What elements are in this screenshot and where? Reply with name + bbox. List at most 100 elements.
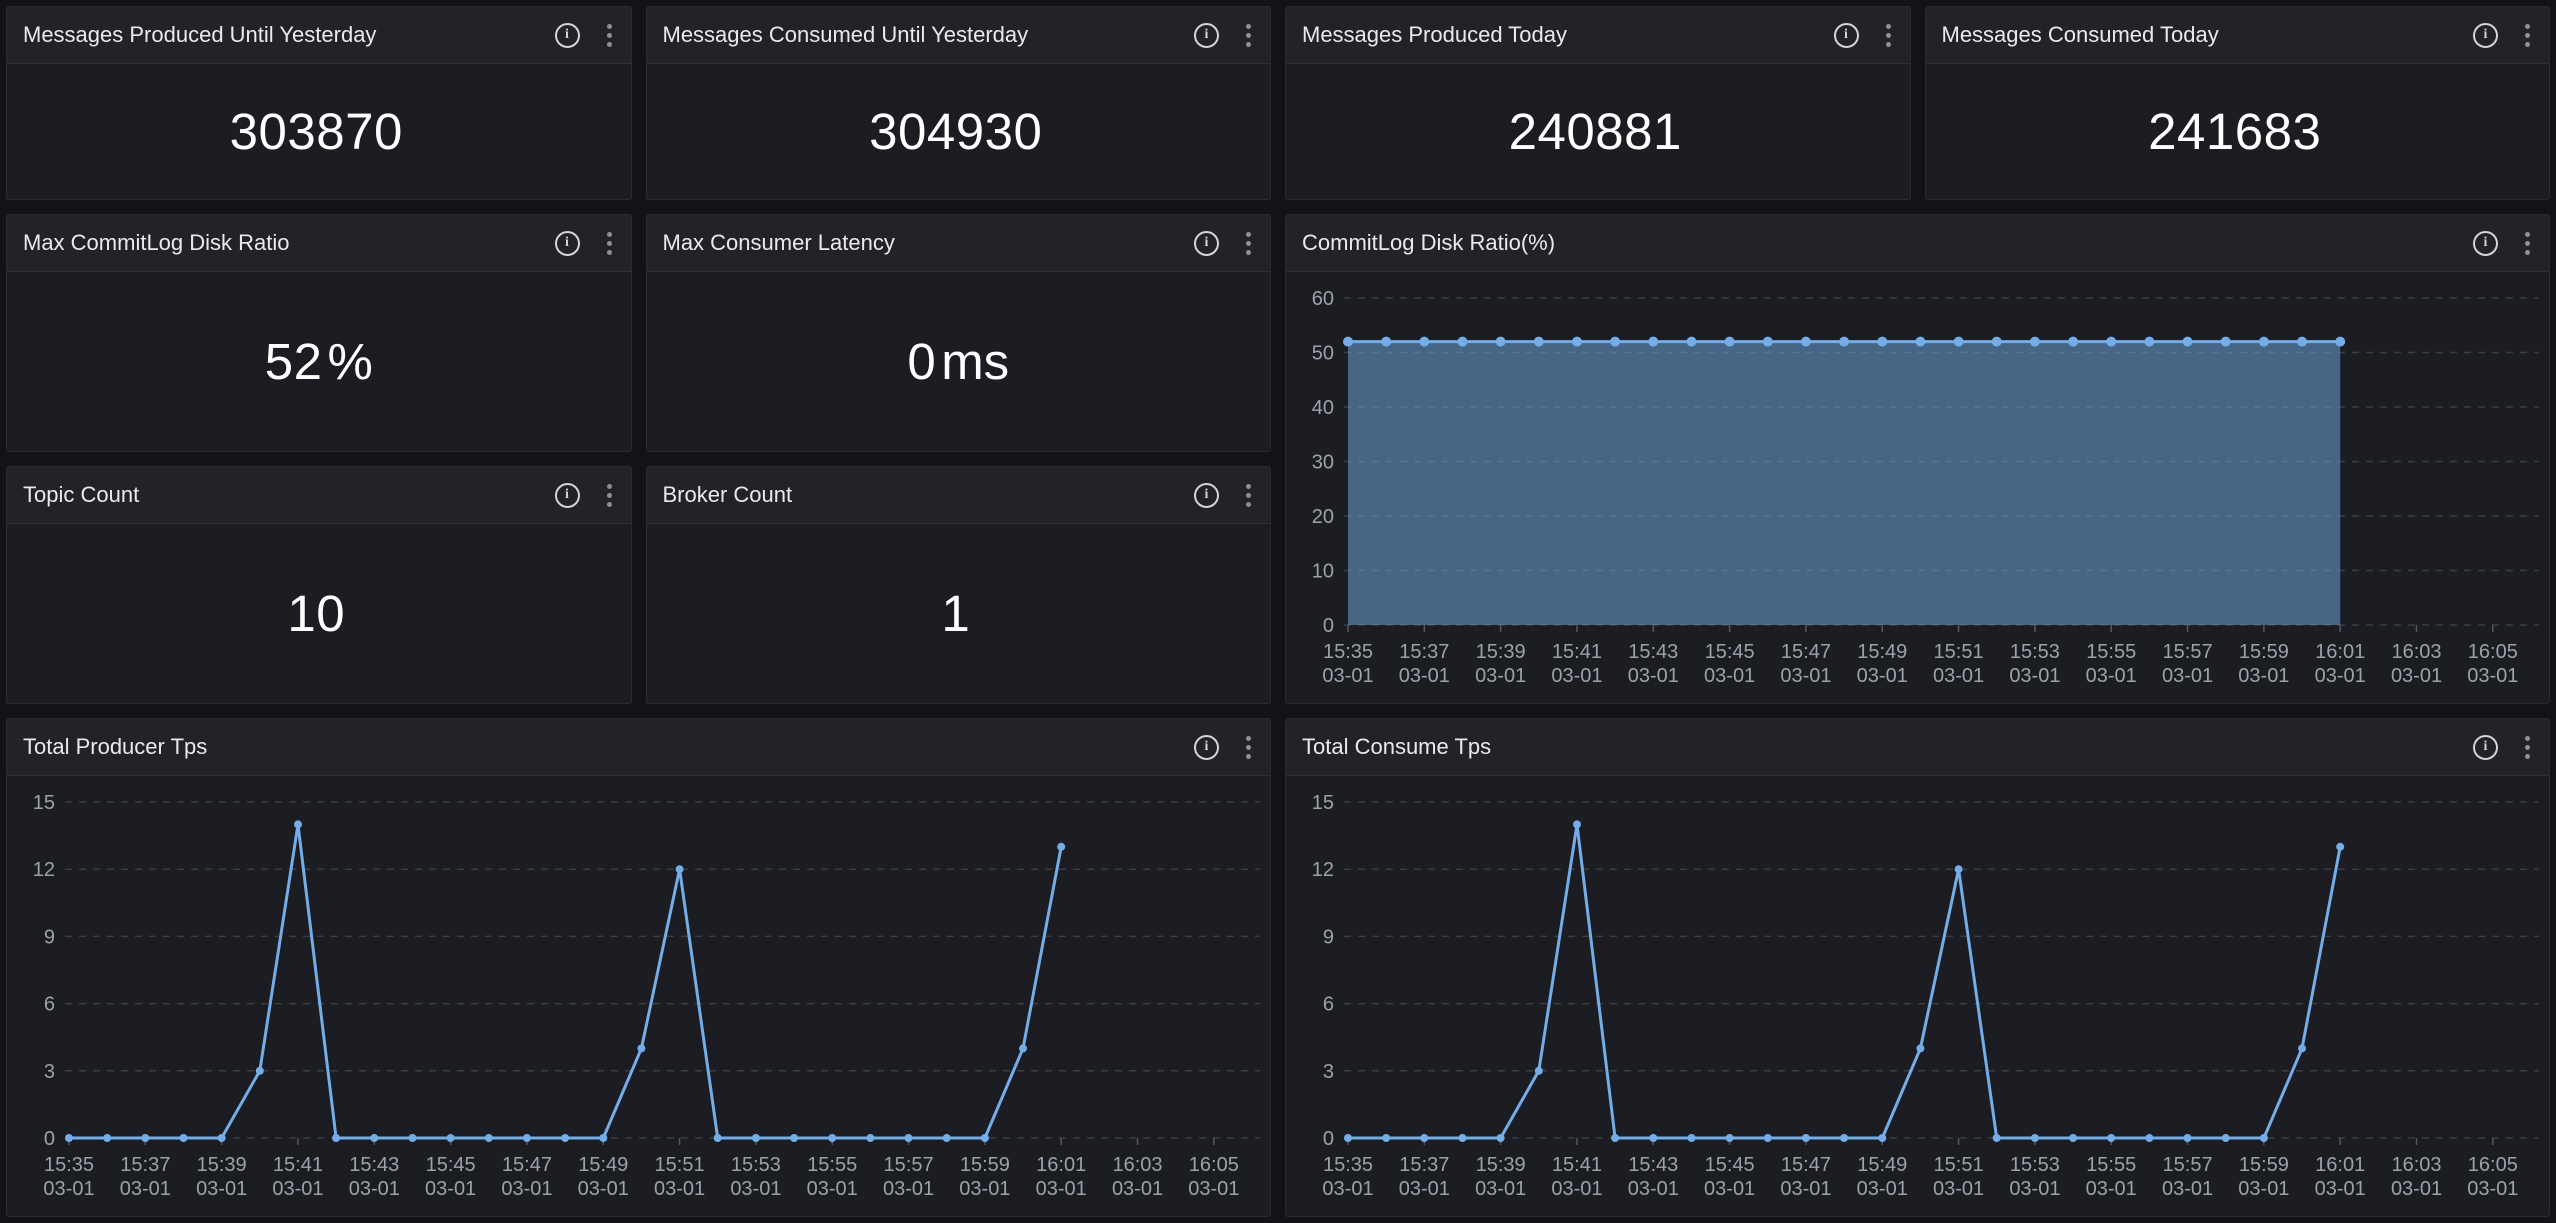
kebab-menu-icon[interactable] bbox=[1886, 33, 1891, 38]
x-axis-date-label: 03-01 bbox=[1322, 1178, 1373, 1200]
kebab-menu-icon[interactable] bbox=[1246, 33, 1251, 38]
info-icon[interactable] bbox=[2473, 735, 2498, 760]
data-point-marker bbox=[1763, 337, 1773, 347]
info-icon[interactable] bbox=[1194, 231, 1219, 256]
panel-title: Broker Count bbox=[663, 482, 1195, 508]
kebab-menu-icon[interactable] bbox=[1246, 241, 1251, 246]
data-point-marker bbox=[1344, 1134, 1352, 1142]
data-point-marker bbox=[2183, 337, 2193, 347]
kebab-menu-icon[interactable] bbox=[607, 493, 612, 498]
info-icon[interactable] bbox=[555, 483, 580, 508]
data-point-marker bbox=[1382, 1134, 1390, 1142]
data-point-marker bbox=[981, 1134, 989, 1142]
x-axis-date-label: 03-01 bbox=[730, 1178, 781, 1200]
kebab-menu-icon[interactable] bbox=[2525, 745, 2530, 750]
x-axis-date-label: 03-01 bbox=[1036, 1178, 1087, 1200]
x-axis-time-label: 15:51 bbox=[655, 1154, 705, 1176]
x-axis-time-label: 16:05 bbox=[2468, 641, 2518, 663]
data-point-marker bbox=[1572, 337, 1582, 347]
panel-title: Topic Count bbox=[23, 482, 555, 508]
panel-total-producer-tps: Total Producer Tps 0369121515:3503-0115:… bbox=[6, 718, 1271, 1217]
y-axis-tick-label: 9 bbox=[44, 926, 55, 948]
data-point-marker bbox=[1497, 1134, 1505, 1142]
data-point-marker bbox=[2336, 843, 2344, 851]
info-icon[interactable] bbox=[555, 23, 580, 48]
info-icon[interactable] bbox=[1194, 483, 1219, 508]
data-point-marker bbox=[485, 1134, 493, 1142]
x-axis-time-label: 15:49 bbox=[1857, 1154, 1907, 1176]
data-point-marker bbox=[2221, 337, 2231, 347]
x-axis-date-label: 03-01 bbox=[1780, 1178, 1831, 1200]
info-icon[interactable] bbox=[2473, 23, 2498, 48]
data-point-marker bbox=[1840, 1134, 1848, 1142]
x-axis-date-label: 03-01 bbox=[2467, 1178, 2518, 1200]
kebab-menu-icon[interactable] bbox=[1246, 745, 1251, 750]
stat-unit: ms bbox=[941, 332, 1009, 391]
x-axis-time-label: 15:53 bbox=[2010, 641, 2060, 663]
data-point-marker bbox=[1649, 1134, 1657, 1142]
stat-value: 304930 bbox=[869, 102, 1042, 161]
stat-value-container: 1 bbox=[647, 524, 1271, 703]
data-point-marker bbox=[866, 1134, 874, 1142]
panel-header: Total Producer Tps bbox=[7, 719, 1270, 776]
x-axis-time-label: 15:57 bbox=[2163, 1154, 2213, 1176]
data-point-marker bbox=[1954, 337, 1964, 347]
info-icon[interactable] bbox=[1194, 23, 1219, 48]
x-axis-date-label: 03-01 bbox=[1475, 1178, 1526, 1200]
kebab-menu-icon[interactable] bbox=[1246, 493, 1251, 498]
data-point-marker bbox=[561, 1134, 569, 1142]
data-point-marker bbox=[447, 1134, 455, 1142]
total-producer-tps-chart[interactable]: 0369121515:3503-0115:3703-0115:3903-0115… bbox=[7, 776, 1270, 1216]
data-point-marker bbox=[1419, 337, 1429, 347]
x-axis-time-label: 15:59 bbox=[2239, 641, 2289, 663]
x-axis-date-label: 03-01 bbox=[1628, 1178, 1679, 1200]
x-axis-date-label: 03-01 bbox=[2391, 665, 2442, 687]
panel-header: Max CommitLog Disk Ratio bbox=[7, 215, 631, 272]
data-point-marker bbox=[1992, 337, 2002, 347]
commitlog-disk-ratio-chart[interactable]: 010203040506015:3503-0115:3703-0115:3903… bbox=[1286, 272, 2549, 703]
data-point-marker bbox=[1648, 337, 1658, 347]
y-axis-tick-label: 6 bbox=[1323, 994, 1334, 1016]
x-axis-time-label: 15:43 bbox=[1628, 1154, 1678, 1176]
kebab-menu-icon[interactable] bbox=[2525, 241, 2530, 246]
stat-value-container: 52 % bbox=[7, 272, 631, 451]
x-axis-date-label: 03-01 bbox=[1188, 1178, 1239, 1200]
data-point-marker bbox=[2335, 337, 2345, 347]
x-axis-date-label: 03-01 bbox=[2467, 665, 2518, 687]
x-axis-time-label: 15:49 bbox=[578, 1154, 628, 1176]
panel-header-icons bbox=[555, 483, 617, 508]
info-icon[interactable] bbox=[1194, 735, 1219, 760]
data-point-marker bbox=[2260, 1134, 2268, 1142]
kebab-menu-icon[interactable] bbox=[607, 33, 612, 38]
data-point-marker bbox=[828, 1134, 836, 1142]
kebab-menu-icon[interactable] bbox=[607, 241, 612, 246]
chart-line bbox=[69, 824, 1061, 1138]
panel-title: Messages Consumed Today bbox=[1942, 22, 2474, 48]
data-point-marker bbox=[332, 1134, 340, 1142]
data-point-marker bbox=[1688, 1134, 1696, 1142]
total-consume-tps-chart[interactable]: 0369121515:3503-0115:3703-0115:3903-0115… bbox=[1286, 776, 2549, 1216]
x-axis-date-label: 03-01 bbox=[43, 1178, 94, 1200]
stat-value: 241683 bbox=[2148, 102, 2321, 161]
x-axis-time-label: 16:01 bbox=[2315, 641, 2365, 663]
x-axis-date-label: 03-01 bbox=[2162, 1178, 2213, 1200]
info-icon[interactable] bbox=[555, 231, 580, 256]
x-axis-date-label: 03-01 bbox=[2391, 1178, 2442, 1200]
data-point-marker bbox=[1534, 337, 1544, 347]
info-icon[interactable] bbox=[2473, 231, 2498, 256]
y-axis-tick-label: 30 bbox=[1312, 452, 1334, 474]
data-point-marker bbox=[1802, 1134, 1810, 1142]
x-axis-time-label: 15:35 bbox=[1323, 1154, 1373, 1176]
stat-value-container: 240881 bbox=[1286, 64, 1910, 199]
y-axis-tick-label: 20 bbox=[1312, 506, 1334, 528]
info-icon[interactable] bbox=[1834, 23, 1859, 48]
kebab-menu-icon[interactable] bbox=[2525, 33, 2530, 38]
x-axis-time-label: 15:41 bbox=[1552, 1154, 1602, 1176]
panel-header-icons bbox=[1194, 23, 1256, 48]
x-axis-date-label: 03-01 bbox=[2162, 665, 2213, 687]
panel-header: Messages Produced Today bbox=[1286, 7, 1910, 64]
data-point-marker bbox=[790, 1134, 798, 1142]
panel-broker-count: Broker Count 1 bbox=[646, 466, 1272, 704]
x-axis-time-label: 16:01 bbox=[1036, 1154, 1086, 1176]
data-point-marker bbox=[2031, 1134, 2039, 1142]
